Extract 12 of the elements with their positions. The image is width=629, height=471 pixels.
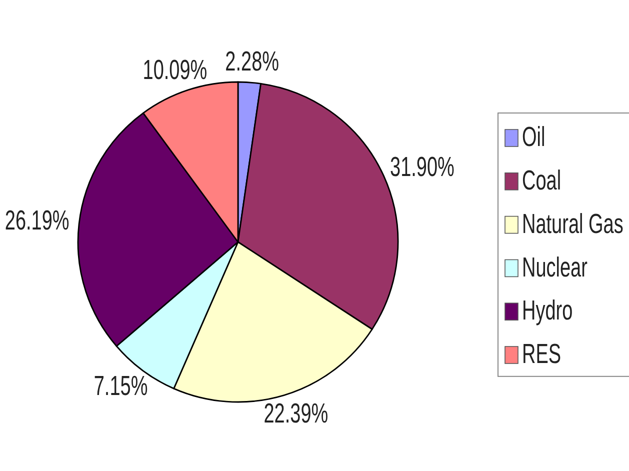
legend-label: Hydro: [522, 296, 573, 327]
legend-label: Oil: [522, 122, 546, 154]
data-label: 31.90%: [390, 152, 454, 183]
data-label: 22.39%: [264, 399, 328, 430]
data-label: 26.19%: [4, 206, 70, 237]
data-label: 2.28%: [225, 47, 280, 78]
legend-label: Natural Gas: [522, 210, 624, 240]
legend-label: Coal: [522, 166, 562, 197]
data-label: 7.15%: [94, 372, 148, 402]
data-label: 10.09%: [142, 56, 208, 86]
legend-label: Nuclear: [522, 253, 588, 284]
legend-label: RES: [522, 340, 562, 370]
